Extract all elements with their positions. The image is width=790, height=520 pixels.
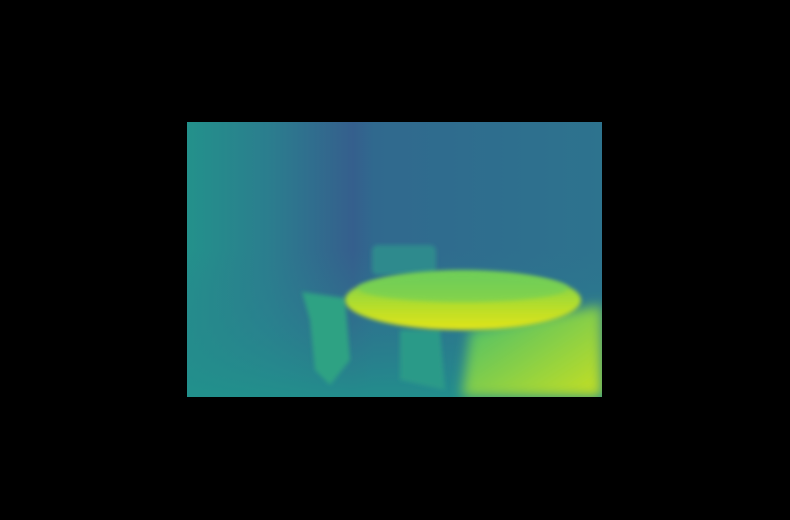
left-chair [302,292,350,385]
far-chair [372,245,436,275]
depth-image [187,122,602,397]
table-leg [400,330,445,390]
table-highlight [358,274,568,302]
